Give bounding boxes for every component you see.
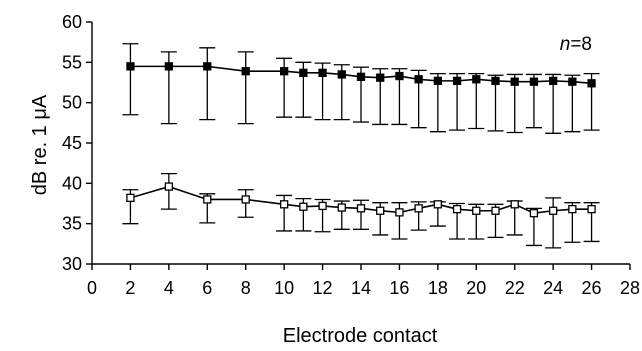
filled-square-marker bbox=[491, 76, 500, 86]
open-square-marker bbox=[510, 200, 519, 209]
annotation-rest: =8 bbox=[570, 34, 592, 55]
filled-square-marker bbox=[299, 68, 308, 77]
open-square-marker bbox=[548, 206, 558, 215]
filled-square-marker bbox=[472, 75, 481, 84]
x-tick-label: 10 bbox=[274, 278, 294, 298]
y-tick-label: 55 bbox=[62, 52, 82, 72]
filled-square-marker bbox=[548, 76, 558, 86]
x-tick-label: 28 bbox=[620, 278, 640, 298]
open-square-marker bbox=[491, 206, 500, 215]
filled-square-marker bbox=[337, 70, 346, 79]
filled-square-marker bbox=[414, 75, 423, 84]
x-tick-label: 6 bbox=[202, 278, 212, 298]
sample-size-annotation: n=8 bbox=[560, 34, 592, 55]
annotation-italic: n bbox=[560, 34, 571, 55]
open-square-marker bbox=[279, 200, 289, 209]
filled-square-marker bbox=[587, 79, 596, 88]
open-square-marker bbox=[568, 204, 577, 214]
open-square-marker bbox=[433, 200, 443, 209]
x-tick-label: 24 bbox=[543, 278, 563, 298]
y-tick-label: 35 bbox=[62, 214, 82, 234]
x-tick-label: 16 bbox=[389, 278, 409, 298]
open-square-marker bbox=[203, 195, 212, 204]
open-square-marker bbox=[241, 195, 250, 204]
x-tick-label: 26 bbox=[582, 278, 602, 298]
filled-square-marker bbox=[510, 77, 519, 86]
open-square-marker bbox=[164, 182, 174, 191]
open-square-marker bbox=[587, 204, 596, 214]
open-square-marker bbox=[337, 203, 346, 212]
filled-square-marker bbox=[395, 71, 404, 81]
filled-square-marker bbox=[203, 62, 212, 71]
open-square-marker bbox=[299, 202, 308, 211]
open-square-marker bbox=[472, 206, 481, 215]
open-square-marker bbox=[414, 204, 423, 213]
open-square-marker bbox=[318, 201, 327, 211]
x-tick-label: 14 bbox=[351, 278, 371, 298]
x-tick-label: 0 bbox=[87, 278, 97, 298]
open-square-marker bbox=[126, 193, 135, 203]
x-tick-label: 8 bbox=[241, 278, 251, 298]
filled-square-marker bbox=[356, 72, 366, 82]
filled-square-marker bbox=[433, 76, 443, 86]
filled-square-marker bbox=[126, 62, 135, 71]
open-square-marker bbox=[452, 204, 462, 214]
y-tick-label: 30 bbox=[62, 254, 82, 274]
x-tick-label: 4 bbox=[164, 278, 174, 298]
x-tick-label: 18 bbox=[428, 278, 448, 298]
filled-square-marker bbox=[318, 68, 327, 77]
markers bbox=[126, 62, 596, 218]
filled-square-marker bbox=[376, 73, 385, 82]
x-tick-label: 2 bbox=[125, 278, 135, 298]
y-tick-label: 60 bbox=[62, 12, 82, 32]
y-tick-label: 45 bbox=[62, 133, 82, 153]
filled-square-marker bbox=[452, 76, 462, 86]
y-axis-title: dB re. 1 μA bbox=[29, 94, 51, 195]
x-tick-label: 12 bbox=[313, 278, 333, 298]
open-square-marker bbox=[376, 206, 385, 215]
y-tick-label: 50 bbox=[62, 93, 82, 113]
x-axis-title: Electrode contact bbox=[283, 325, 438, 347]
y-tick-label: 40 bbox=[62, 173, 82, 193]
filled-square-marker bbox=[568, 77, 577, 86]
filled-square-marker bbox=[529, 77, 539, 86]
open-square-marker bbox=[529, 209, 539, 218]
filled-square-marker bbox=[279, 67, 289, 76]
filled-square-marker bbox=[164, 62, 174, 71]
x-tick-label: 20 bbox=[466, 278, 486, 298]
filled-square-marker bbox=[241, 67, 250, 76]
x-tick-label: 22 bbox=[505, 278, 525, 298]
open-square-marker bbox=[356, 204, 366, 213]
open-square-marker bbox=[395, 208, 404, 217]
